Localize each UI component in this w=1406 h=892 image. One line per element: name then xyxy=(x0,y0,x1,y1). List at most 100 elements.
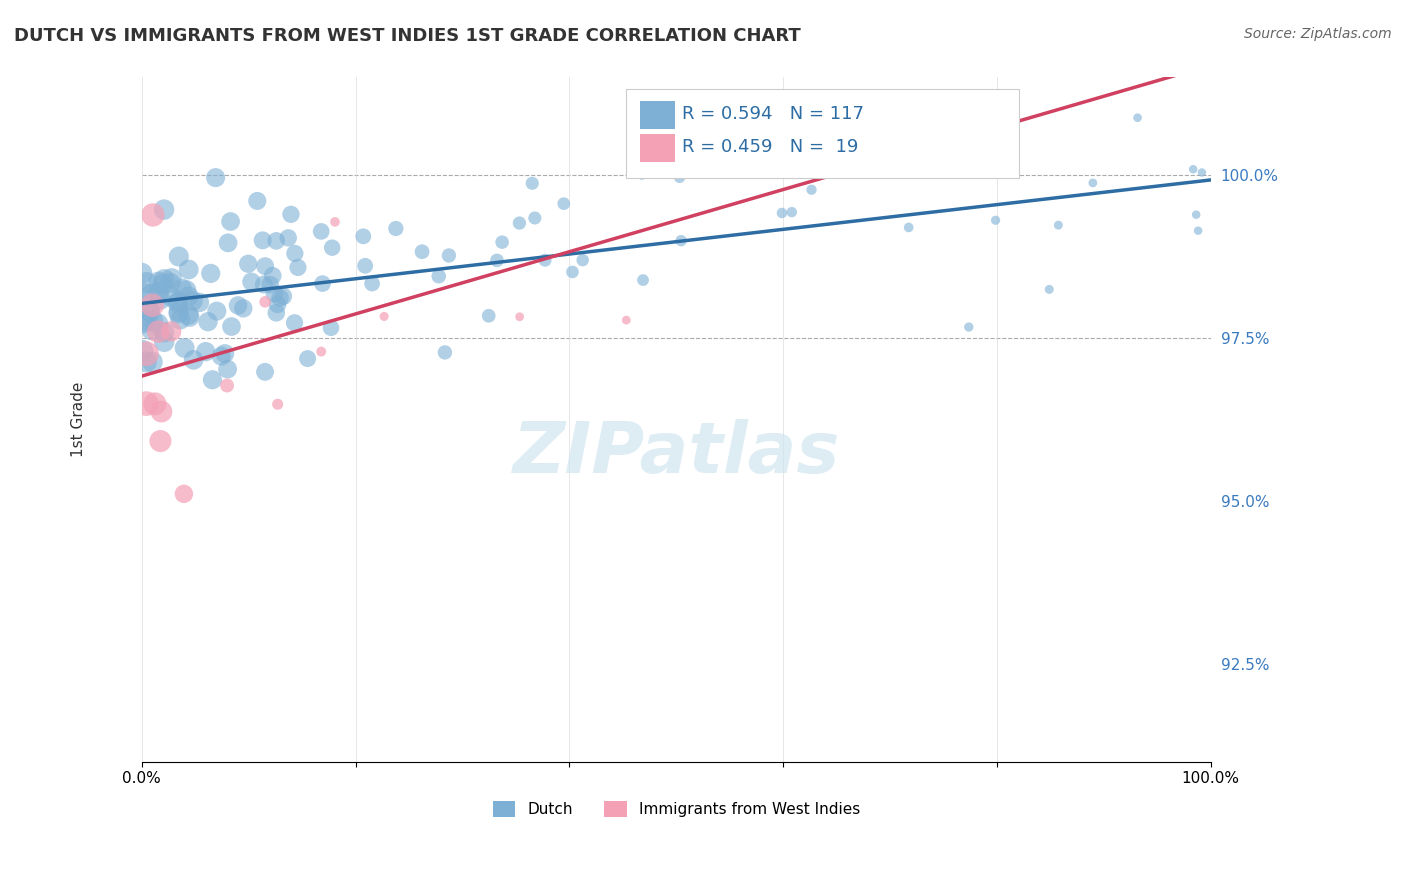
Point xyxy=(668,170,690,185)
Point xyxy=(204,170,226,185)
Point xyxy=(273,289,295,303)
Point xyxy=(173,487,195,501)
Point xyxy=(215,378,238,392)
Point xyxy=(352,229,374,244)
Point xyxy=(636,103,658,117)
Point xyxy=(669,234,692,248)
Point xyxy=(252,233,274,247)
Point xyxy=(427,269,450,284)
Point xyxy=(800,183,823,197)
Point xyxy=(170,282,193,296)
Point xyxy=(262,268,284,283)
Point xyxy=(139,287,162,301)
Point xyxy=(1038,282,1060,296)
Point xyxy=(200,266,222,280)
Point xyxy=(136,313,159,327)
Point xyxy=(631,273,654,287)
Point xyxy=(246,194,269,208)
Point xyxy=(142,313,165,327)
Point xyxy=(177,262,200,277)
Point xyxy=(897,220,920,235)
Point xyxy=(177,308,200,322)
Point xyxy=(167,250,190,264)
Point xyxy=(132,343,155,358)
Point xyxy=(534,253,557,268)
Point xyxy=(1191,165,1213,179)
Point xyxy=(167,294,190,309)
Point xyxy=(485,253,508,268)
Point xyxy=(219,214,242,228)
Point xyxy=(280,207,302,221)
Point xyxy=(183,352,205,367)
Point xyxy=(153,325,176,339)
Point xyxy=(491,235,513,249)
Point xyxy=(297,351,319,366)
Point xyxy=(385,221,408,235)
Point xyxy=(141,355,163,369)
Point xyxy=(149,293,172,307)
Point xyxy=(264,234,287,248)
Point xyxy=(141,298,163,312)
Point xyxy=(309,224,332,238)
Point xyxy=(1047,218,1070,232)
Point xyxy=(167,304,190,318)
Point xyxy=(159,276,181,290)
Point xyxy=(770,206,793,220)
Point xyxy=(277,231,299,245)
Point xyxy=(266,297,288,311)
Point xyxy=(254,294,277,309)
Point xyxy=(153,272,176,286)
Point xyxy=(571,253,593,268)
Point xyxy=(217,362,239,376)
Point xyxy=(323,215,346,229)
Point xyxy=(160,324,183,338)
Point xyxy=(354,259,377,273)
Point xyxy=(142,208,165,222)
Point xyxy=(150,404,173,418)
Point xyxy=(254,259,277,273)
Point xyxy=(253,277,276,292)
Point xyxy=(321,241,343,255)
Point xyxy=(254,365,277,379)
Point xyxy=(160,271,183,285)
Point xyxy=(437,248,460,262)
Point xyxy=(478,309,501,323)
Text: R = 0.459   N =  19: R = 0.459 N = 19 xyxy=(682,138,858,156)
Point xyxy=(1187,224,1209,238)
Point xyxy=(153,202,176,217)
Point xyxy=(153,334,176,349)
Point xyxy=(287,260,309,275)
Text: DUTCH VS IMMIGRANTS FROM WEST INDIES 1ST GRADE CORRELATION CHART: DUTCH VS IMMIGRANTS FROM WEST INDIES 1ST… xyxy=(14,27,801,45)
Point xyxy=(221,319,243,334)
Point xyxy=(205,304,228,318)
Point xyxy=(169,312,191,326)
Point xyxy=(135,276,157,290)
Point xyxy=(984,213,1007,227)
Y-axis label: 1st Grade: 1st Grade xyxy=(72,382,86,458)
Point xyxy=(269,291,291,305)
Point xyxy=(166,296,188,310)
Point xyxy=(135,396,157,410)
Point xyxy=(141,323,163,337)
Point xyxy=(135,347,157,361)
Point xyxy=(957,320,980,334)
Point xyxy=(188,295,211,310)
Point xyxy=(177,289,200,303)
Point xyxy=(309,344,332,359)
Point xyxy=(1185,208,1208,222)
Point xyxy=(173,341,195,355)
Point xyxy=(232,301,254,316)
Point xyxy=(284,246,307,260)
Point xyxy=(201,373,224,387)
Point xyxy=(159,289,181,303)
Point xyxy=(181,293,204,308)
Point xyxy=(240,275,263,289)
Point xyxy=(561,265,583,279)
Point xyxy=(176,283,198,297)
Point xyxy=(143,397,166,411)
Point xyxy=(148,285,170,300)
Point xyxy=(138,304,160,318)
Point xyxy=(1182,162,1205,177)
Point xyxy=(373,310,395,324)
Text: ZIPatlas: ZIPatlas xyxy=(513,419,839,488)
